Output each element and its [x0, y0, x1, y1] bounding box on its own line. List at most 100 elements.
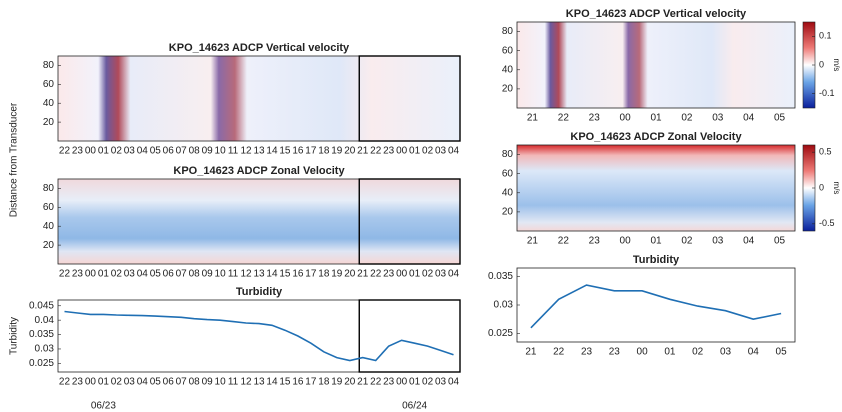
x-tick-label: 01 — [98, 146, 110, 157]
x-tick-label: 16 — [292, 269, 304, 280]
x-tick-label: 04 — [448, 146, 460, 157]
x-tick-label: 20 — [344, 377, 356, 388]
y-tick-label: 0.03 — [35, 344, 55, 355]
x-tick-label: 01 — [409, 146, 421, 157]
x-tick-label: 13 — [253, 269, 265, 280]
x-tick-label: 05 — [776, 347, 788, 358]
x-tick-label: 00 — [620, 113, 632, 124]
x-tick-label: 02 — [111, 269, 123, 280]
x-tick-label: 04 — [137, 377, 149, 388]
x-tick-label: 08 — [189, 377, 201, 388]
x-tick-label: 03 — [712, 113, 724, 124]
colorbar-tick-label: 0 — [819, 182, 824, 192]
x-tick-label: 01 — [98, 269, 110, 280]
x-tick-label: 14 — [266, 269, 278, 280]
colorbar-label: m/s — [832, 182, 841, 195]
x-tick-label: 00 — [620, 236, 632, 247]
colorbar-tick-label: 0.1 — [819, 31, 832, 41]
x-tick-label: 02 — [422, 377, 434, 388]
x-tick-label: 17 — [305, 146, 317, 157]
x-tick-label: 18 — [318, 269, 330, 280]
x-tick-label: 04 — [137, 146, 149, 157]
x-tick-label: 03 — [124, 269, 136, 280]
x-tick-label: 21 — [527, 113, 539, 124]
chart-title: KPO_14623 ADCP Vertical velocity — [169, 42, 350, 54]
x-tick-label: 11 — [228, 269, 239, 280]
chart-title: KPO_14623 ADCP Vertical velocity — [566, 8, 747, 20]
x-tick-label: 01 — [409, 269, 421, 280]
x-tick-label: 03 — [712, 236, 724, 247]
y-tick-label: 40 — [43, 98, 55, 109]
x-tick-label: 02 — [692, 347, 704, 358]
x-tick-label: 19 — [331, 377, 343, 388]
y-tick-label: 0.025 — [29, 358, 54, 369]
x-tick-label: 07 — [176, 146, 188, 157]
plot-frame — [516, 267, 796, 343]
x-tick-label: 14 — [266, 377, 278, 388]
y-tick-label: 0.04 — [35, 315, 55, 326]
y-tick-label: 40 — [502, 187, 514, 198]
heatmap — [58, 179, 460, 264]
x-tick-label: 03 — [435, 377, 447, 388]
x-tick-label: 19 — [331, 146, 343, 157]
plot-frame — [57, 299, 461, 373]
colorbar-tick-label: -0.1 — [819, 88, 835, 98]
x-tick-label: 01 — [664, 347, 676, 358]
x-tick-label: 23 — [581, 347, 593, 358]
x-tick-label: 00 — [85, 146, 97, 157]
x-tick-label: 23 — [72, 146, 84, 157]
x-tick-label: 15 — [279, 377, 291, 388]
highlight-box — [358, 178, 461, 265]
y-tick-label: 80 — [502, 26, 514, 37]
x-tick-label: 21 — [357, 146, 369, 157]
plot-frame — [516, 21, 796, 109]
colorbar-tick-label: 0 — [819, 59, 824, 69]
x-tick-label: 04 — [748, 347, 760, 358]
colorbar-tick-label: -0.5 — [819, 218, 835, 228]
chart-title: KPO_14623 ADCP Zonal Velocity — [570, 131, 742, 143]
x-tick-label: 01 — [650, 236, 662, 247]
x-tick-label: 00 — [396, 269, 408, 280]
y-tick-label: 20 — [43, 240, 55, 251]
x-tick-label: 17 — [305, 377, 317, 388]
x-tick-label: 04 — [448, 269, 460, 280]
y-tick-label: 0.03 — [494, 300, 514, 311]
turbidity-line — [530, 284, 782, 329]
x-tick-label: 22 — [553, 347, 565, 358]
plot-frame — [516, 144, 796, 232]
x-tick-label: 17 — [305, 269, 317, 280]
x-tick-label: 02 — [681, 113, 693, 124]
x-tick-label: 02 — [422, 146, 434, 157]
chart-title: Turbidity — [236, 286, 283, 298]
x-tick-label: 11 — [228, 377, 239, 388]
x-tick-label: 23 — [72, 377, 84, 388]
x-tick-label: 08 — [189, 269, 201, 280]
highlight-box — [358, 55, 461, 142]
x-tick-label: 21 — [357, 269, 369, 280]
x-tick-label: 22 — [59, 146, 71, 157]
x-tick-label: 01 — [650, 113, 662, 124]
x-tick-label: 07 — [176, 377, 188, 388]
x-tick-label: 03 — [435, 146, 447, 157]
x-tick-label: 20 — [344, 146, 356, 157]
x-tick-label: 08 — [189, 146, 201, 157]
x-tick-label: 03 — [435, 269, 447, 280]
date-label: 06/23 — [91, 401, 116, 412]
chart-title: KPO_14623 ADCP Zonal Velocity — [173, 165, 345, 177]
x-tick-label: 00 — [396, 377, 408, 388]
x-tick-label: 09 — [202, 146, 214, 157]
x-tick-label: 10 — [215, 269, 227, 280]
x-tick-label: 05 — [150, 146, 162, 157]
x-tick-label: 23 — [72, 269, 84, 280]
x-tick-label: 00 — [396, 146, 408, 157]
y-tick-label: 80 — [43, 183, 55, 194]
x-tick-label: 12 — [240, 146, 252, 157]
x-tick-label: 00 — [85, 269, 97, 280]
x-tick-label: 09 — [202, 377, 214, 388]
x-tick-label: 22 — [59, 269, 71, 280]
x-tick-label: 00 — [85, 377, 97, 388]
x-tick-label: 16 — [292, 377, 304, 388]
y-tick-label: 0.045 — [29, 300, 54, 311]
x-tick-label: 23 — [589, 236, 601, 247]
chart-title: Turbidity — [633, 254, 680, 266]
